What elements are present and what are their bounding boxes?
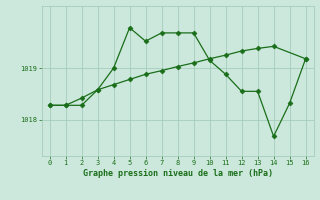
X-axis label: Graphe pression niveau de la mer (hPa): Graphe pression niveau de la mer (hPa) bbox=[83, 169, 273, 178]
